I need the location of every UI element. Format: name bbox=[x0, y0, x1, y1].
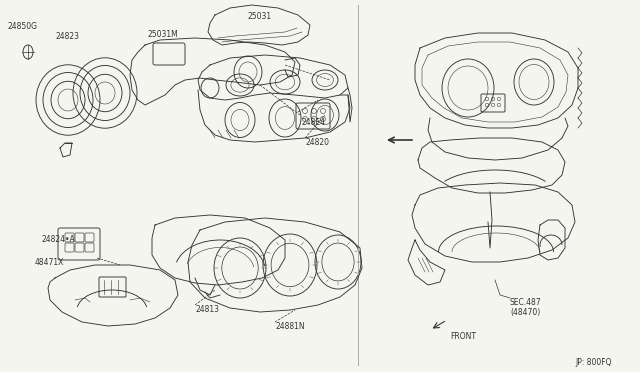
Text: FRONT: FRONT bbox=[450, 332, 476, 341]
Text: 24824•A: 24824•A bbox=[42, 235, 76, 244]
Text: SEC.487
(48470): SEC.487 (48470) bbox=[510, 298, 541, 317]
Text: 48471X: 48471X bbox=[35, 258, 65, 267]
Text: JP: 800FQ: JP: 800FQ bbox=[575, 358, 611, 367]
Text: 24823: 24823 bbox=[55, 32, 79, 41]
Text: 24850G: 24850G bbox=[8, 22, 38, 31]
Text: 24820: 24820 bbox=[305, 138, 329, 147]
Text: 248E4: 248E4 bbox=[302, 118, 326, 127]
Text: 24881N: 24881N bbox=[275, 322, 305, 331]
Text: 24813: 24813 bbox=[196, 305, 220, 314]
Text: 25031M: 25031M bbox=[148, 30, 179, 39]
Text: 25031: 25031 bbox=[248, 12, 272, 21]
